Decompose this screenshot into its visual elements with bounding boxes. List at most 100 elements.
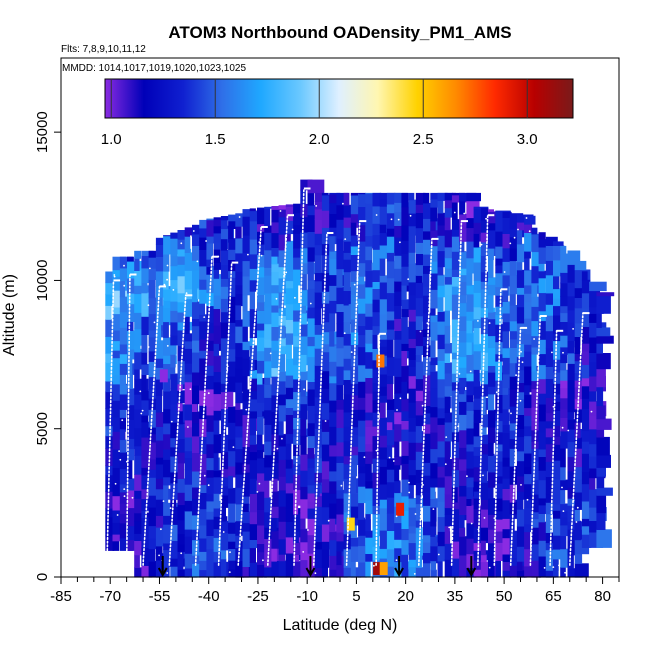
heatmap-cell — [437, 476, 451, 488]
heatmap-cell — [502, 387, 508, 395]
heatmap-cell — [401, 495, 414, 511]
heatmap-cell — [119, 327, 129, 345]
heatmap-cell — [206, 431, 217, 445]
heatmap-cell — [177, 292, 188, 303]
heatmap-cell — [206, 305, 216, 323]
heatmap-cell — [524, 232, 536, 252]
heatmap-cell — [596, 436, 610, 456]
heatmap-cell — [415, 469, 424, 484]
heatmap-cell — [538, 448, 550, 457]
heatmap-cell — [574, 422, 581, 439]
heatmap-cell — [379, 298, 391, 315]
heatmap-cell — [524, 452, 533, 468]
heatmap-cell — [545, 476, 557, 495]
heatmap-cell — [415, 204, 429, 213]
heatmap-cell — [206, 414, 217, 432]
heatmap-cell — [553, 275, 560, 290]
heatmap-cell — [386, 458, 401, 470]
heatmap-cell — [495, 443, 507, 452]
heatmap-cell — [531, 335, 543, 348]
heatmap-cell — [560, 466, 566, 481]
heatmap-cell — [459, 458, 469, 471]
heatmap-cell — [206, 519, 217, 536]
heatmap-cell — [509, 236, 519, 249]
heatmap-cell — [155, 440, 164, 458]
heatmap-cell — [134, 345, 141, 353]
heatmap-cell — [430, 260, 442, 274]
heatmap-cell — [386, 429, 396, 446]
sample-dot — [279, 210, 282, 212]
heatmap-cell — [184, 236, 191, 253]
heatmap-cell — [408, 484, 414, 499]
heatmap-cell — [206, 236, 220, 244]
sample-dot — [445, 436, 448, 438]
flight-profile — [345, 220, 361, 566]
sample-dot — [477, 528, 480, 531]
heatmap-cell — [358, 334, 368, 348]
heatmap-cell — [408, 347, 421, 360]
sample-dot — [517, 228, 519, 231]
heatmap-cell — [321, 431, 332, 445]
heatmap-cell — [365, 351, 375, 369]
heatmap-cell — [516, 414, 529, 430]
heatmap-cell — [329, 411, 341, 427]
heatmap-cell — [329, 375, 344, 384]
sample-dot — [444, 463, 447, 466]
heatmap-cell — [567, 419, 577, 430]
sample-dot — [149, 267, 151, 270]
sample-dot — [564, 571, 566, 574]
heatmap-cell — [589, 489, 600, 508]
heatmap-cell — [502, 394, 512, 410]
heatmap-cell — [271, 271, 280, 286]
heatmap-cell — [394, 192, 408, 203]
heatmap-cell — [285, 233, 291, 242]
heatmap-cell — [350, 270, 357, 282]
sample-dot — [229, 551, 231, 554]
heatmap-cell — [321, 548, 330, 568]
heatmap-cell — [574, 448, 586, 468]
heatmap-cell — [574, 563, 589, 578]
heatmap-cell — [531, 441, 541, 449]
heatmap-cell — [192, 563, 201, 578]
heatmap-cell — [177, 275, 188, 294]
sample-dot — [408, 481, 410, 484]
heatmap-cell — [278, 394, 288, 406]
heatmap-cell — [350, 454, 364, 466]
heatmap-cell — [473, 466, 481, 482]
heatmap-cell — [401, 225, 413, 241]
heatmap-cell — [336, 384, 344, 400]
heatmap-cell — [574, 437, 584, 449]
heatmap-cell — [473, 422, 480, 437]
heatmap-cell — [105, 305, 112, 320]
heatmap-cell — [329, 382, 337, 401]
heatmap-cell — [163, 549, 175, 567]
heatmap-cell — [141, 415, 149, 423]
heatmap-cell — [350, 294, 365, 304]
heatmap-cell — [285, 220, 298, 235]
heatmap-cell — [271, 376, 280, 396]
heatmap-cell — [170, 354, 176, 368]
sample-dot — [422, 484, 424, 486]
heatmap-cell — [394, 464, 400, 482]
heatmap-cell — [271, 530, 281, 549]
heatmap-cell — [516, 509, 526, 527]
heatmap-cell — [336, 323, 345, 338]
heatmap-cell — [350, 222, 357, 236]
heatmap-cell — [300, 559, 310, 578]
heatmap-cell — [379, 530, 390, 549]
sample-dot — [500, 315, 502, 318]
heatmap-cell — [589, 336, 601, 353]
heatmap-cell — [365, 246, 372, 261]
colorbar-tick-label: 2.5 — [413, 131, 434, 148]
heatmap-cell — [574, 398, 583, 410]
heatmap-cell — [170, 279, 179, 289]
heatmap-cell — [213, 219, 227, 227]
heatmap-cell — [466, 217, 476, 229]
heatmap-cell — [228, 503, 236, 523]
sample-dot — [353, 283, 356, 286]
heatmap-cell — [581, 518, 592, 527]
y-tick-label: 10000 — [34, 260, 51, 302]
heatmap-cell — [444, 192, 456, 201]
sample-dot — [388, 456, 391, 459]
heatmap-cell — [415, 390, 430, 402]
